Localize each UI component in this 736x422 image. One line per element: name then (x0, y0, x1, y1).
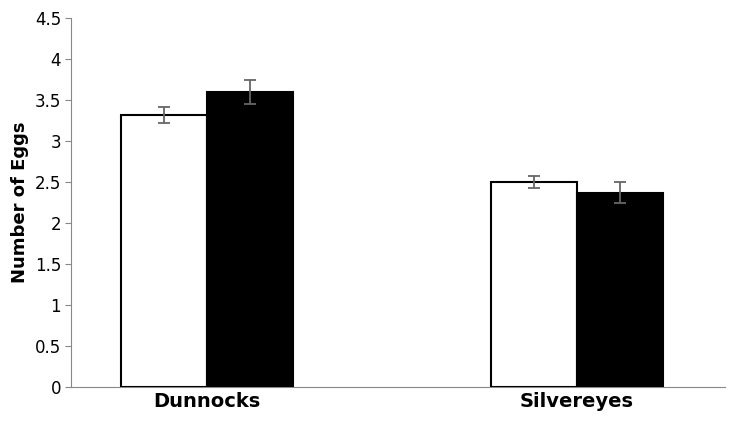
Bar (207, 92, 294, 387)
Y-axis label: Number of Eggs: Number of Eggs (11, 122, 29, 283)
Bar (577, 193, 663, 387)
Bar (121, 115, 207, 387)
Bar (491, 182, 577, 387)
